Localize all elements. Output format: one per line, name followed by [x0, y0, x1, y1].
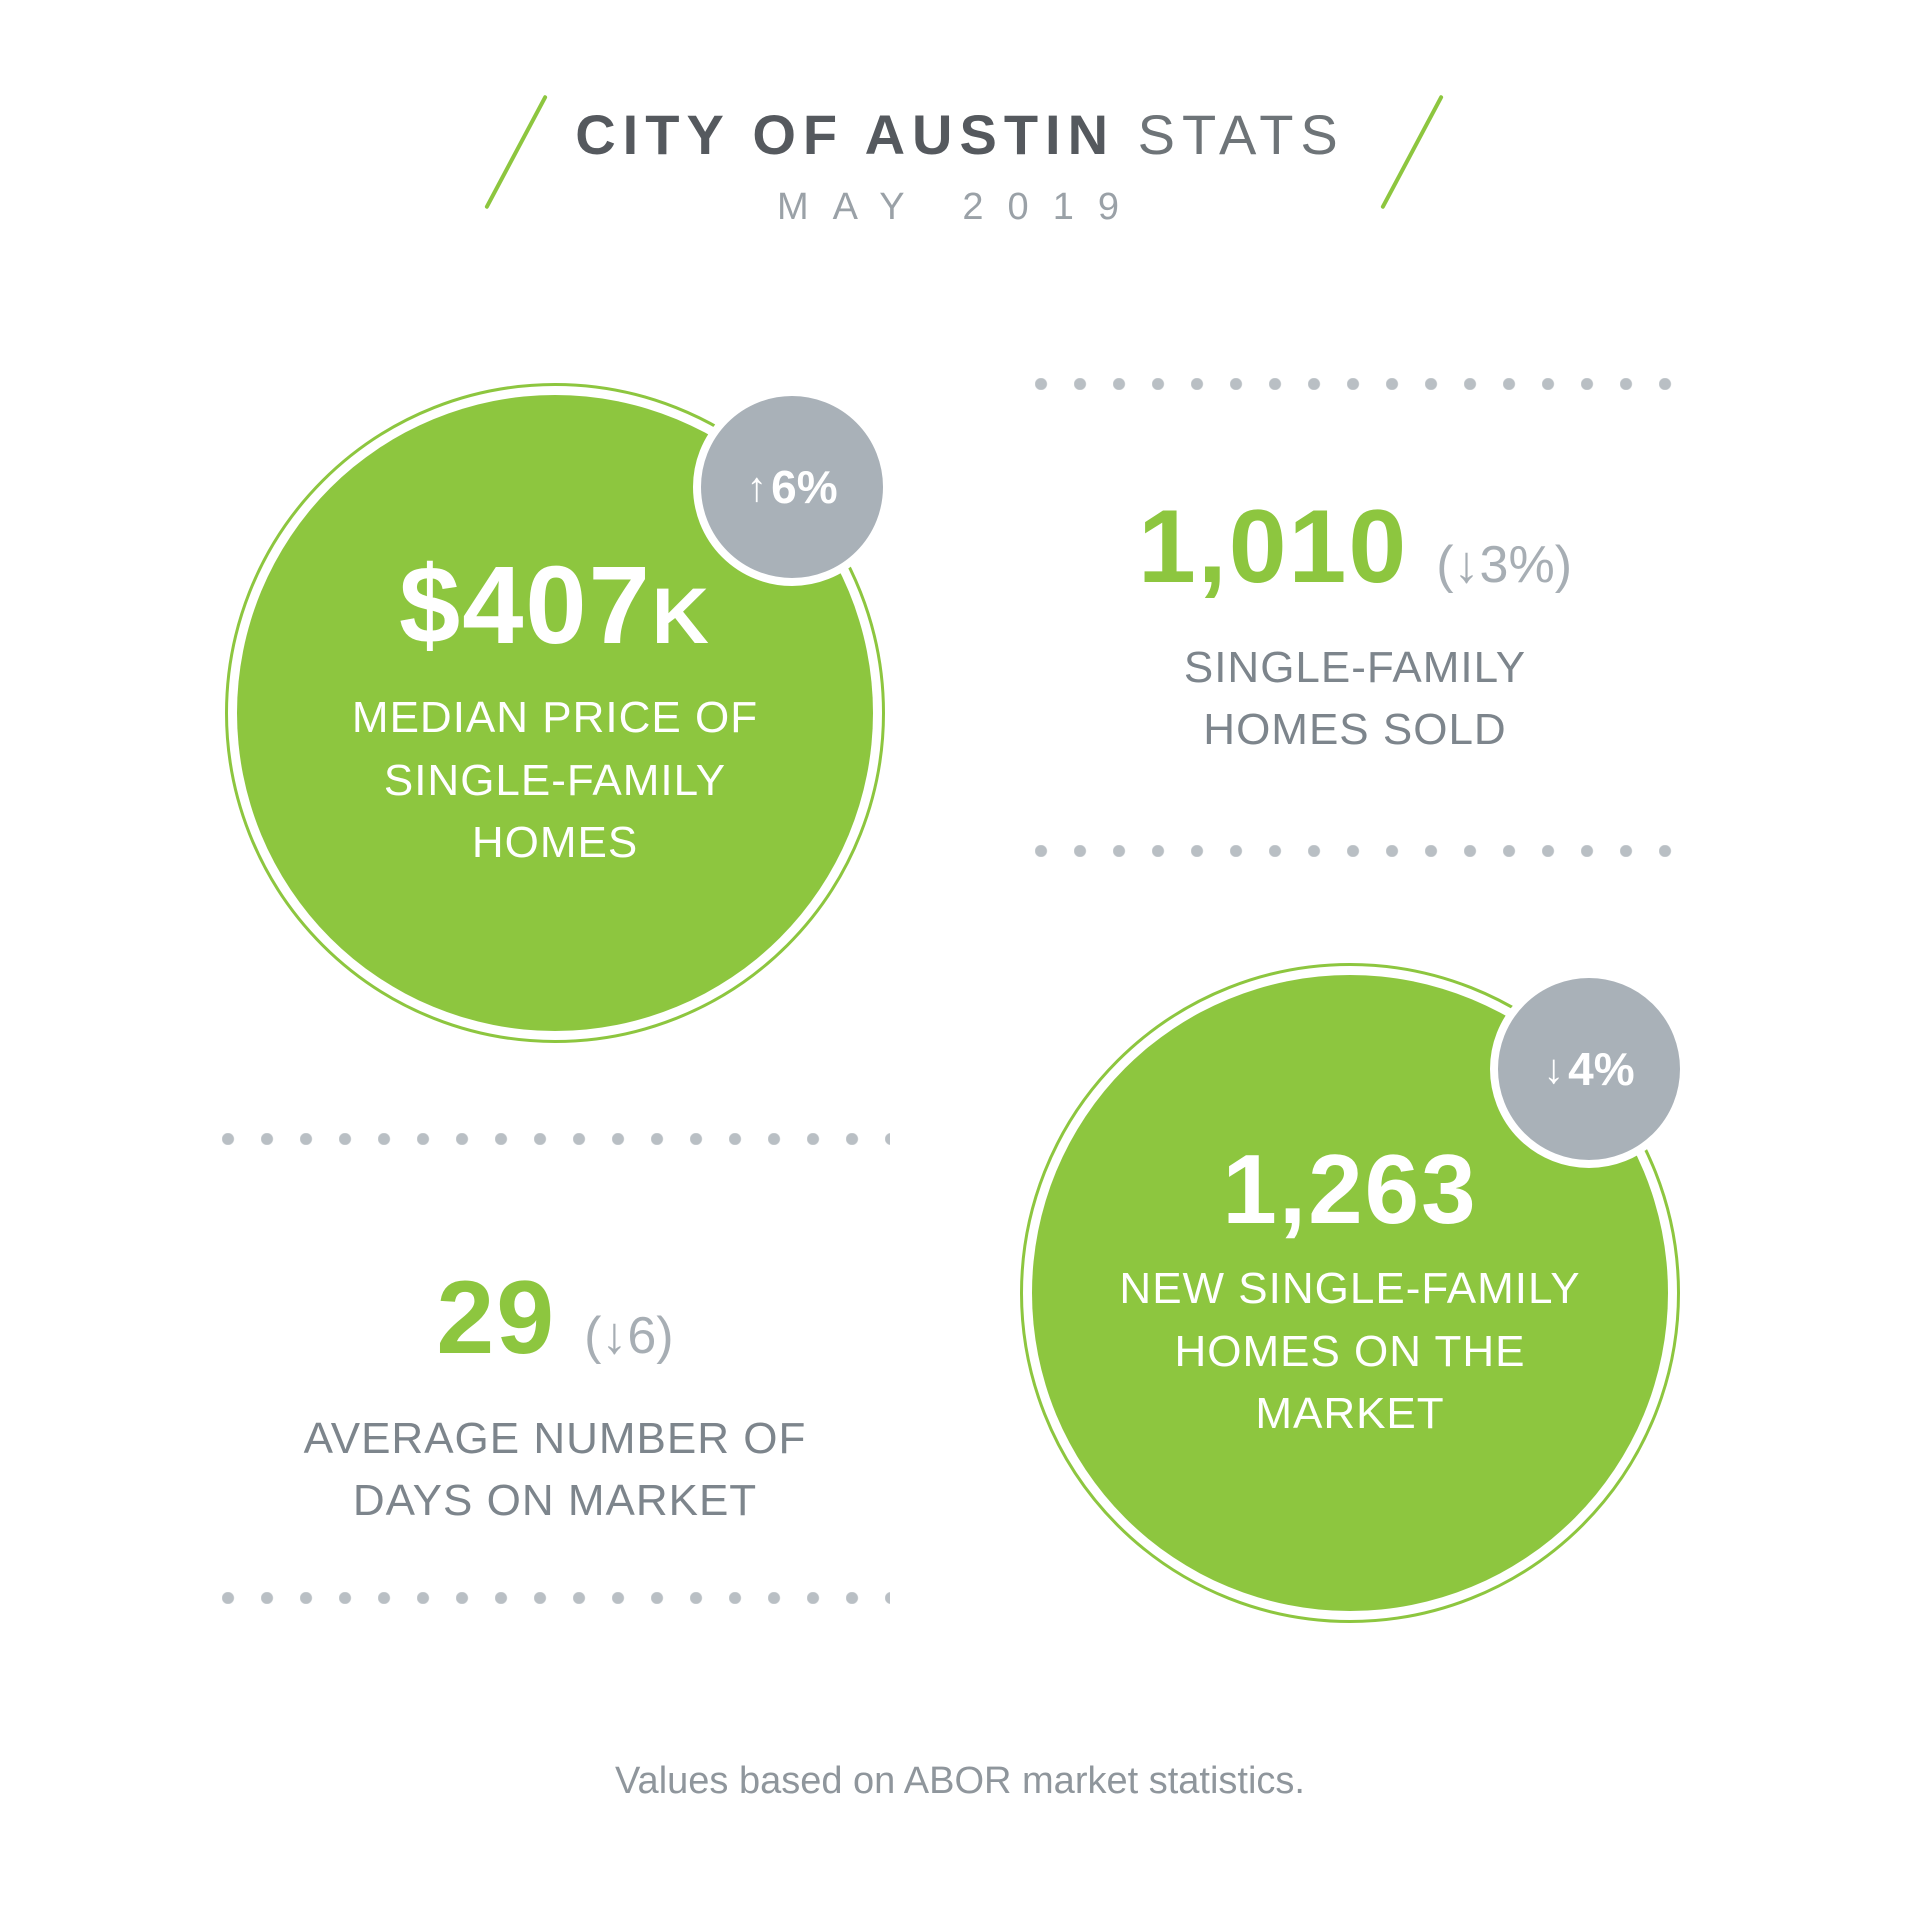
arrow-up-icon: ↑	[746, 463, 768, 510]
page-title-strong: CITY OF AUSTIN	[575, 103, 1116, 166]
new-homes-label-line: HOMES ON THE	[1174, 1326, 1526, 1376]
median-price-value: $407K	[399, 551, 711, 661]
median-price-label-line: SINGLE-FAMILY	[383, 755, 727, 805]
median-price-label-line: MEDIAN PRICE OF	[351, 693, 759, 743]
homes-sold-block: 1,010 (↓3%) SINGLE-FAMILY HOMES SOLD	[1030, 495, 1680, 760]
new-homes-label-line: NEW SINGLE-FAMILY	[1119, 1264, 1581, 1314]
median-price-label: MEDIAN PRICE OF SINGLE-FAMILY HOMES	[352, 687, 758, 874]
new-homes-label: NEW SINGLE-FAMILY HOMES ON THE MARKET	[1119, 1258, 1580, 1445]
days-on-market-change-indicator: (↓6)	[584, 1307, 674, 1365]
new-homes-label-line: MARKET	[1255, 1389, 1445, 1439]
median-price-change-badge: ↑ 6%	[693, 388, 891, 586]
homes-sold-label-line: HOMES SOLD	[1203, 704, 1507, 754]
median-price-label-line: HOMES	[471, 818, 639, 868]
days-on-market-label-line: DAYS ON MARKET	[352, 1475, 758, 1525]
days-on-market-label-line: AVERAGE NUMBER OF	[303, 1414, 807, 1463]
dotted-divider	[222, 1133, 890, 1145]
page-title: CITY OF AUSTIN STATS	[0, 102, 1920, 167]
page-subtitle: MAY 2019	[777, 186, 1143, 228]
median-price-circle: $407K MEDIAN PRICE OF SINGLE-FAMILY HOME…	[225, 383, 885, 1043]
arrow-down-icon: ↓	[1543, 1045, 1565, 1092]
homes-sold-label: SINGLE-FAMILY HOMES SOLD	[1030, 637, 1680, 760]
median-price-change-text: 6%	[771, 461, 838, 513]
homes-sold-value-row: 1,010 (↓3%)	[1030, 495, 1680, 599]
median-price-value-main: $407	[399, 544, 652, 668]
new-homes-change-text: 4%	[1568, 1043, 1635, 1095]
dotted-divider	[222, 1592, 890, 1604]
median-price-circle-disc: $407K MEDIAN PRICE OF SINGLE-FAMILY HOME…	[237, 395, 873, 1031]
median-price-value-suffix: K	[651, 571, 711, 661]
days-on-market-label: AVERAGE NUMBER OF DAYS ON MARKET	[220, 1408, 890, 1531]
days-on-market-value: 29	[436, 1260, 557, 1376]
dotted-divider	[1035, 378, 1680, 390]
new-homes-value: 1,263	[1222, 1134, 1478, 1245]
source-note: Values based on ABOR market statistics.	[615, 1760, 1305, 1802]
page-title-light: STATS	[1137, 103, 1345, 166]
new-homes-change-badge: ↓ 4%	[1490, 970, 1688, 1168]
homes-sold-value: 1,010	[1137, 489, 1409, 605]
days-on-market-value-row: 29 (↓6)	[220, 1266, 890, 1370]
days-on-market-block: 29 (↓6) AVERAGE NUMBER OF DAYS ON MARKET	[220, 1266, 890, 1531]
dotted-divider	[1035, 845, 1680, 857]
homes-sold-label-line: SINGLE-FAMILY	[1183, 643, 1527, 692]
homes-sold-change-indicator: (↓3%)	[1436, 536, 1573, 594]
